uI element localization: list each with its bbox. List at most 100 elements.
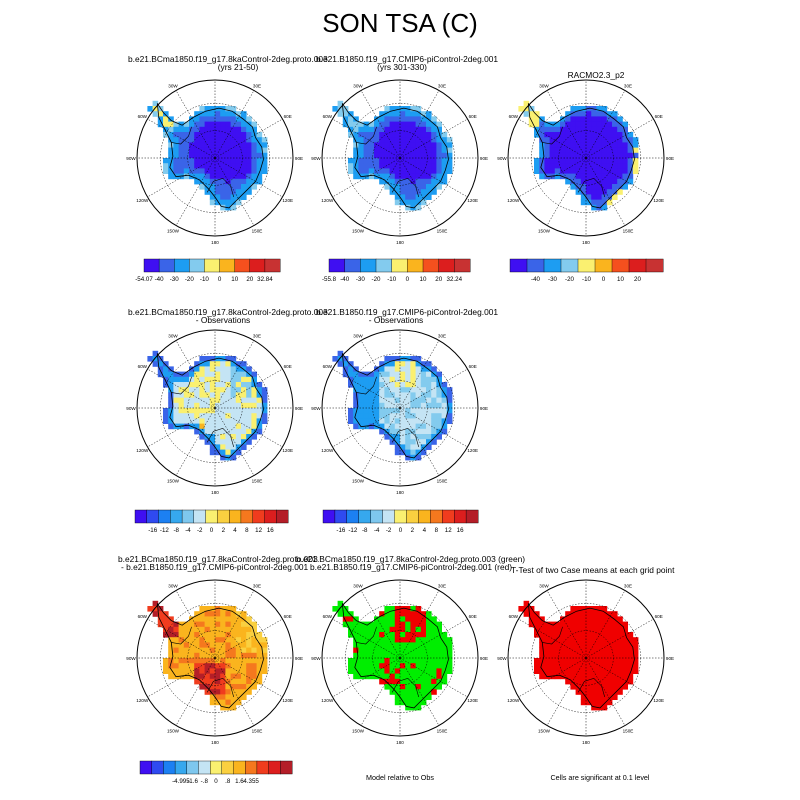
map-cell [246,402,252,409]
map-cell [215,147,221,154]
lon-label: 150W [538,729,551,734]
map-cell [415,392,422,398]
map-cell [379,626,385,633]
map-cell [353,163,359,169]
map-cell [612,126,618,133]
map-cell [389,611,396,617]
map-cell [215,168,221,174]
colorbar-label: 16 [457,527,464,534]
meridian-line [175,657,216,726]
map-cell [348,418,354,424]
map-cell [560,658,566,664]
map-cell [549,163,556,169]
map-cell [215,366,221,372]
map-cell [384,106,390,112]
map-border [507,79,665,237]
map-cell [374,402,380,409]
map-cell [394,689,401,695]
map-cell [606,673,613,680]
map-cell [230,111,237,117]
map-cell [209,371,216,378]
map-cell [570,106,576,112]
map-cell [617,158,623,164]
map-cell [426,376,432,383]
map-cell [632,137,639,143]
map-cell [256,413,263,419]
map-cell [441,173,448,180]
map-cell [251,371,257,378]
map-cell [384,121,390,128]
map-cell [246,418,252,424]
panel-title-3b-line1: b.e21.BCma1850.f19_g17.8kaControl-2deg.p… [296,554,526,564]
map-cell [415,611,422,617]
map-cell [554,142,561,148]
map-cell [261,652,268,659]
map-cell [405,678,411,685]
map-cell [230,444,237,450]
map-cell [215,689,221,695]
map-cell [246,382,252,388]
map-cell [591,684,597,690]
map-cell [374,637,380,643]
map-cell [230,392,237,398]
map-cell [209,694,216,700]
map-cell [601,632,608,638]
map-cell [617,168,623,174]
map-cell [256,658,263,664]
map-cell [436,132,442,138]
map-cell [400,402,406,409]
map-cell [580,178,587,185]
map-cell [235,402,242,409]
map-cell [220,158,226,164]
map-cell [168,137,174,143]
map-cell [225,428,231,435]
map-cell [353,142,359,148]
map-cell [173,371,179,378]
colorbar-swatch [430,509,443,524]
map-cell [246,434,252,440]
map-cell [225,382,231,388]
map-cell [178,418,185,424]
map-cell [215,652,221,659]
map-cell [586,158,592,164]
map-cell [246,392,252,398]
map-cell [394,121,401,128]
map-cell [220,132,226,138]
lon-label: 120W [136,448,149,453]
map-cell [560,152,566,159]
map-cell [394,111,401,117]
map-cell [204,158,211,164]
map-cell [230,121,237,128]
colorbar-label: -20 [565,276,575,283]
map-cell [431,423,437,430]
map-cell [580,658,587,664]
colorbar-swatch [217,509,230,524]
map-cell [384,142,390,148]
map-cell [215,684,221,690]
map-cell [256,637,263,643]
map-cell [204,663,211,669]
map-cell [215,392,221,398]
map-cell [384,684,390,690]
map-cell [632,168,639,174]
map-cell [189,116,195,122]
map-cell [168,616,174,622]
map-cell [575,606,582,612]
map-cell [570,678,576,685]
map-cell [436,673,442,680]
map-cell [565,642,571,648]
map-cell [415,356,422,362]
map-cell [591,163,597,169]
map-cell [173,152,179,159]
map-cell [363,147,370,154]
map-cell [389,392,396,398]
colorbar-swatch [244,760,258,775]
map-cell [539,158,545,164]
map-cell [549,663,556,669]
map-cell [163,668,169,674]
map-cell [256,382,263,388]
map-cell [204,152,211,159]
map-cell [436,408,442,414]
map-cell [199,147,205,154]
